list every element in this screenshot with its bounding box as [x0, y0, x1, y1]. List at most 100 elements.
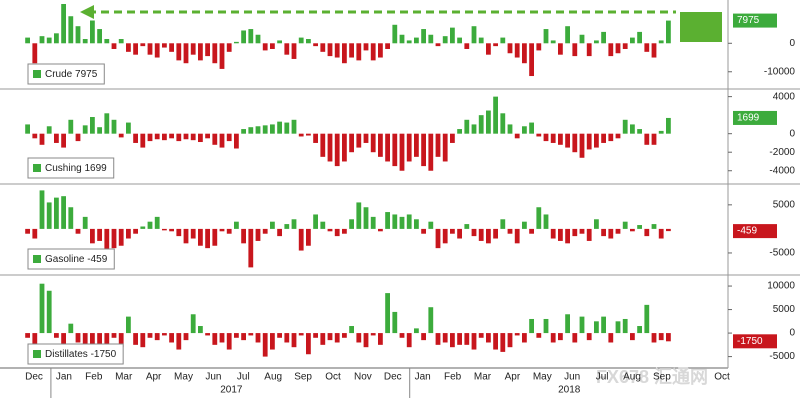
bar	[414, 328, 419, 334]
bar	[306, 39, 311, 44]
bar	[147, 133, 153, 142]
bar	[370, 333, 376, 336]
bar	[385, 43, 390, 49]
bar	[615, 321, 621, 334]
bar	[183, 133, 189, 140]
bar	[97, 29, 102, 44]
bar	[421, 228, 426, 234]
bar	[543, 214, 549, 229]
bar	[658, 130, 664, 134]
bar	[262, 125, 268, 134]
bar	[140, 226, 146, 229]
bar	[298, 228, 304, 251]
bar	[320, 43, 326, 52]
bar	[234, 221, 239, 229]
bar	[25, 228, 30, 234]
bar	[579, 34, 585, 44]
bar	[558, 333, 563, 341]
last-value-tag	[733, 224, 777, 239]
bar	[378, 133, 383, 157]
bar	[212, 228, 218, 246]
bar	[399, 216, 405, 229]
bar	[54, 33, 59, 44]
bar	[54, 133, 59, 143]
bar	[529, 228, 534, 234]
bar	[622, 43, 628, 49]
bar	[378, 333, 383, 345]
bar	[615, 133, 621, 139]
bar	[334, 133, 340, 167]
bar	[507, 43, 513, 54]
bar	[442, 333, 448, 343]
bar	[457, 333, 462, 345]
bar	[507, 124, 513, 134]
legend-value: -1750	[91, 349, 117, 360]
bar	[406, 40, 412, 44]
bar	[356, 43, 362, 61]
bar	[61, 3, 66, 44]
last-value-tag	[733, 334, 777, 349]
legend-name: Gasoline	[45, 254, 85, 265]
bar	[140, 333, 146, 348]
bar	[651, 333, 657, 343]
bar	[450, 133, 455, 143]
bar	[313, 214, 318, 229]
y-tick-label: -2000	[769, 147, 795, 158]
bar	[90, 117, 95, 134]
bar	[133, 333, 138, 345]
bar	[550, 228, 556, 239]
bar	[205, 228, 210, 249]
bar	[615, 228, 621, 234]
bar	[198, 326, 203, 334]
bar	[118, 228, 124, 246]
bar	[133, 228, 138, 234]
bar	[327, 133, 333, 162]
bar	[594, 321, 599, 334]
bar	[284, 333, 290, 343]
x-tick-label: Jun	[564, 372, 580, 383]
bar	[298, 37, 304, 44]
bar	[608, 43, 614, 57]
bar	[82, 125, 88, 134]
bar	[493, 333, 498, 350]
bar	[644, 304, 650, 334]
x-tick-label: Aug	[623, 372, 641, 383]
bar	[579, 228, 585, 234]
bar	[320, 221, 326, 229]
watermark: FX678 汇通网	[596, 367, 708, 387]
bar	[514, 333, 520, 336]
bar	[140, 133, 146, 148]
bar	[97, 228, 102, 241]
y-tick-label: 0	[789, 38, 795, 49]
bar	[457, 37, 462, 44]
bar	[248, 333, 254, 336]
bar	[586, 228, 592, 241]
y-tick-label: 0	[789, 128, 795, 139]
bar	[529, 43, 534, 77]
bar	[435, 133, 441, 157]
bar	[399, 34, 405, 44]
x-tick-label: Oct	[325, 372, 341, 383]
bar	[486, 43, 491, 55]
bar	[111, 43, 117, 49]
legend-swatch	[33, 350, 41, 358]
bar	[464, 333, 470, 345]
bar	[162, 228, 167, 231]
x-tick-label: Jan	[56, 372, 72, 383]
x-tick-label: Sep	[294, 372, 312, 383]
bar	[586, 43, 592, 57]
bar	[586, 333, 592, 341]
bar	[601, 316, 606, 334]
legend-swatch	[33, 255, 41, 263]
bar	[471, 124, 477, 134]
bar	[658, 228, 664, 239]
legend-box	[27, 343, 124, 365]
legend-box	[27, 63, 105, 85]
bar	[658, 333, 664, 341]
bar	[327, 333, 333, 341]
bar	[550, 40, 556, 44]
bar	[558, 133, 563, 145]
bar	[493, 43, 498, 47]
bar	[68, 16, 74, 44]
bar	[234, 133, 239, 149]
